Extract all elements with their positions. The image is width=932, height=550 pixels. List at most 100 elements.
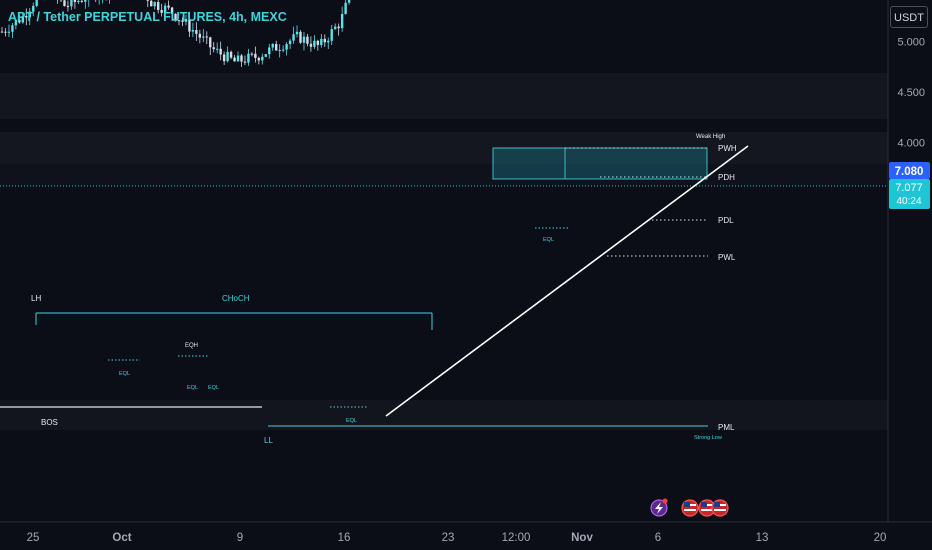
candle-down (240, 55, 243, 62)
time-tick-label: Nov (571, 532, 593, 544)
candle-down (150, 0, 153, 7)
candle-up (226, 51, 229, 62)
annotation-eql-5: EQL (543, 237, 554, 243)
current-price-value: 7.077 (895, 182, 923, 194)
candle-up (84, 0, 87, 2)
candle-up (35, 0, 38, 6)
time-tick-label: 12:00 (502, 532, 531, 544)
events-row[interactable] (650, 498, 729, 517)
candle-down (0, 31, 4, 33)
candle-down (309, 43, 313, 47)
price-axis[interactable] (888, 0, 932, 522)
candle-up (278, 50, 281, 52)
price-tick-label: 4.000 (897, 138, 925, 150)
candle-down (181, 20, 184, 22)
level-label-pdl: PDL (718, 216, 734, 225)
candle-down (212, 47, 215, 50)
candle-down (337, 26, 340, 29)
candle-up (313, 40, 316, 47)
candle-down (229, 51, 233, 58)
candle-up (14, 19, 18, 26)
current-price-tag (889, 179, 930, 209)
level-label-pdh: PDH (718, 173, 735, 182)
candle-down (160, 9, 163, 13)
candle-down (219, 48, 222, 55)
time-tick-label: 23 (442, 532, 455, 544)
candle-down (254, 53, 257, 58)
price-tick-label: 4.500 (897, 87, 925, 99)
candle-up (302, 36, 306, 43)
chart-title: APT / Tether PERPETUAL FUTURES, 4h, MEXC (8, 10, 287, 24)
currency-button[interactable]: USDT (890, 6, 928, 28)
candle-down (18, 19, 21, 23)
supply-zone-box[interactable] (492, 147, 708, 180)
annotation-eql-4: EQL (346, 418, 357, 424)
time-axis[interactable] (0, 522, 932, 550)
candle-down (243, 61, 247, 63)
candle-up (327, 40, 330, 43)
candle-down (156, 2, 160, 10)
annotation-eql-3: EQL (208, 385, 219, 391)
last-price-value: 7.080 (895, 166, 924, 178)
time-tick-label: 9 (237, 532, 243, 544)
time-tick-label: 20 (874, 532, 887, 544)
time-tick-label: 13 (756, 532, 769, 544)
us-flag-icon (698, 499, 716, 517)
candle-up (340, 13, 344, 29)
annotation-weak-high: Weak High (696, 134, 725, 140)
candle-up (202, 36, 205, 38)
candle-down (195, 30, 198, 34)
candle-up (11, 25, 14, 32)
candle-up (236, 55, 240, 62)
candle-down (174, 13, 177, 21)
candle-down (198, 33, 202, 38)
us-flag-icon (711, 499, 729, 517)
price-tick-label: 5.000 (897, 37, 925, 49)
candle-down (299, 31, 302, 43)
candle-up (264, 54, 267, 57)
time-axis-ticks: 25 Oct 9 16 23 12:00 Nov 6 13 20 (27, 532, 887, 544)
candle-down (146, 0, 149, 1)
level-label-pml: PML (718, 423, 735, 432)
annotation-eql-2: EQL (187, 385, 198, 391)
candle-up (330, 29, 333, 41)
candle-up (215, 48, 219, 50)
candle-up (295, 31, 299, 35)
ascending-trendline[interactable] (385, 145, 749, 417)
candle-up (320, 38, 323, 45)
candle-down (209, 37, 212, 48)
time-tick-label: 6 (655, 532, 661, 544)
candle-down (257, 57, 261, 61)
candle-up (334, 26, 337, 30)
shaded-zones (0, 132, 888, 164)
candle-up (292, 34, 295, 41)
annotation-strong-low: Strong Low (694, 435, 722, 441)
candle-down (170, 7, 174, 14)
candle-up (268, 47, 271, 55)
candle-down (222, 54, 226, 62)
candle-up (288, 40, 292, 45)
level-label-pwl: PWL (718, 253, 736, 262)
annotations: Weak High LH CHoCH EQH EQL EQL EQL EQL E… (31, 134, 737, 445)
candle-up (21, 16, 25, 23)
candle-down (63, 0, 66, 7)
candle-countdown: 40:24 (896, 196, 921, 207)
candle-up (163, 5, 167, 13)
candle-up (153, 2, 156, 7)
candle-series (0, 0, 351, 67)
candle-up (247, 53, 250, 63)
last-price-tag (889, 162, 930, 179)
annotation-lh: LH (31, 294, 41, 303)
candle-up (344, 2, 347, 14)
candle-down (177, 20, 181, 22)
candle-down (80, 0, 84, 2)
candle-down (306, 36, 309, 44)
time-tick-label: 25 (27, 532, 40, 544)
annotation-eql-1: EQL (119, 371, 130, 377)
candle-up (70, 0, 73, 7)
candle-up (281, 49, 285, 51)
candle-up (184, 19, 188, 22)
candle-down (316, 40, 320, 45)
candle-down (323, 38, 326, 43)
